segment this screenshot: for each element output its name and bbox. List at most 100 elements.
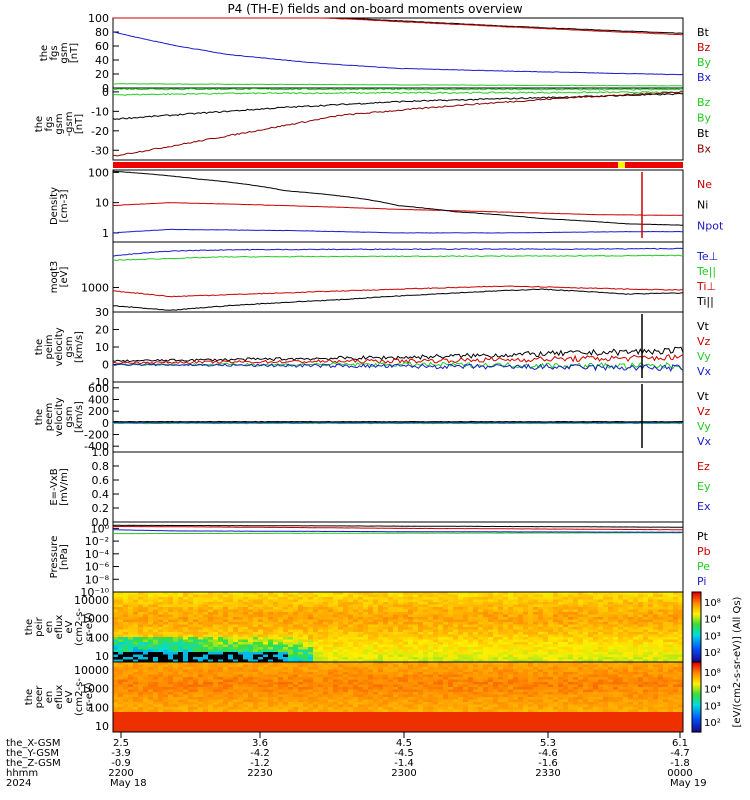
spectrogram-cell xyxy=(178,704,184,708)
spectrogram-cell xyxy=(668,647,674,650)
spectrogram-cell xyxy=(248,669,254,673)
spectrogram-cell xyxy=(283,727,289,730)
spectrogram-cell xyxy=(243,662,249,665)
spectrogram-cell xyxy=(648,654,654,658)
spectrogram-cell xyxy=(273,722,279,725)
spectrogram-cell xyxy=(123,699,129,703)
spectrogram-cell xyxy=(388,659,394,663)
spectrogram-cell xyxy=(518,617,524,620)
spectrogram-cell xyxy=(263,639,269,643)
spectrogram-cell xyxy=(358,634,364,638)
spectrogram-cell xyxy=(158,709,164,713)
spectrogram-cell xyxy=(543,644,549,648)
spectrogram-cell xyxy=(643,602,649,605)
spectrogram-cell xyxy=(223,614,229,618)
spectrogram-cell xyxy=(118,609,124,613)
spectrogram-cell xyxy=(378,627,384,630)
spectrogram-cell xyxy=(453,612,459,615)
spectrogram-cell xyxy=(488,599,494,603)
spectrogram-cell xyxy=(508,604,514,608)
spectrogram-cell xyxy=(143,602,149,605)
spectrogram-cell xyxy=(263,657,269,660)
y-axis-label: the xyxy=(34,339,45,355)
spectrogram-cell xyxy=(198,669,204,673)
spectrogram-cell xyxy=(218,642,224,645)
spectrogram-cell xyxy=(568,629,574,633)
spectrogram-cell xyxy=(403,659,409,663)
y-tick-label: 10⁻⁸ xyxy=(85,573,110,586)
spectrogram-cell xyxy=(168,627,174,630)
spectrogram-cell xyxy=(438,592,444,595)
spectrogram-cell xyxy=(298,682,304,685)
spectrogram-cell xyxy=(203,714,209,718)
spectrogram-cell xyxy=(393,702,399,705)
spectrogram-cell xyxy=(588,602,594,605)
spectrogram-cell xyxy=(623,659,629,663)
spectrogram-cell xyxy=(588,627,594,630)
spectrogram-cell xyxy=(448,597,454,600)
spectrogram-cell xyxy=(313,647,319,650)
spectrogram-cell xyxy=(323,612,329,615)
spectrogram-cell xyxy=(133,684,139,688)
spectrogram-cell xyxy=(208,619,214,623)
spectrogram-cell xyxy=(333,654,339,658)
spectrogram-cell xyxy=(223,597,229,600)
spectrogram-cell xyxy=(163,729,169,733)
spectrogram-cell xyxy=(363,604,369,608)
spectrogram-cell xyxy=(498,657,504,660)
series-line-fgs_gse_dc-2 xyxy=(112,92,683,120)
spectrogram-cell xyxy=(303,707,309,710)
spectrogram-cell xyxy=(298,639,304,643)
spectrogram-cell xyxy=(308,707,314,710)
spectrogram-cell xyxy=(228,704,234,708)
spectrogram-cell xyxy=(383,652,389,655)
legend-label: Vy xyxy=(697,420,711,433)
spectrogram-cell xyxy=(288,614,294,618)
spectrogram-cell xyxy=(133,719,139,723)
spectrogram-cell xyxy=(473,647,479,650)
spectrogram-cell xyxy=(408,597,414,600)
spectrogram-cell xyxy=(643,597,649,600)
spectrogram-cell xyxy=(378,724,384,728)
spectrogram-cell xyxy=(393,617,399,620)
spectrogram-cell xyxy=(203,662,209,665)
spectrogram-cell xyxy=(268,659,274,663)
spectrogram-cell xyxy=(193,607,199,610)
spectrogram-cell xyxy=(243,644,249,648)
spectrogram-cell xyxy=(158,702,164,705)
spectrogram-cell xyxy=(498,647,504,650)
spectrogram-cell xyxy=(548,654,554,658)
spectrogram-cell xyxy=(218,659,224,663)
spectrogram-cell xyxy=(348,664,354,668)
spectrogram-cell xyxy=(323,629,329,633)
spectrogram-cell xyxy=(318,609,324,613)
spectrogram-cell xyxy=(343,687,349,690)
spectrogram-cell xyxy=(348,647,354,650)
spectrogram-cell xyxy=(348,662,354,665)
y-tick-label: 80 xyxy=(95,26,109,39)
spectrogram-cell xyxy=(178,657,184,660)
spectrogram-cell xyxy=(408,634,414,638)
spectrogram-cell xyxy=(533,642,539,645)
spectrogram-cell xyxy=(323,677,329,680)
spectrogram-cell xyxy=(163,614,169,618)
spectrogram-cell xyxy=(578,627,584,630)
spectrogram-cell xyxy=(248,659,254,663)
spectrogram-cell xyxy=(553,612,559,615)
spectrogram-cell xyxy=(553,657,559,660)
spectrogram-cell xyxy=(308,637,314,640)
spectrogram-cell xyxy=(163,622,169,625)
spectrogram-cell xyxy=(383,729,389,733)
spectrogram-cell xyxy=(188,699,194,703)
spectrogram-cell xyxy=(168,652,174,655)
spectrogram-cell xyxy=(258,717,264,720)
spectrogram-cell xyxy=(393,604,399,608)
spectrogram-cell xyxy=(368,597,374,600)
spectrogram-cell xyxy=(168,679,174,683)
spectrogram-cell xyxy=(553,644,559,648)
spectrogram-cell xyxy=(243,729,249,733)
spectrogram-cell xyxy=(283,722,289,725)
spectrogram-cell xyxy=(128,669,134,673)
spectrogram-cell xyxy=(478,612,484,615)
spectrogram-cell xyxy=(218,694,224,698)
